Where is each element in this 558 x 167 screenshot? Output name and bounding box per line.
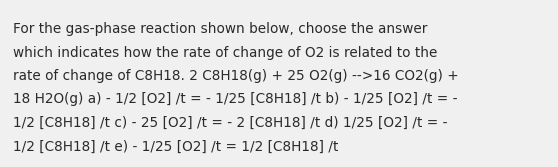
Text: rate of change of C8H18. 2 C8H18(g) + 25 O2(g) -->16 CO2(g) +: rate of change of C8H18. 2 C8H18(g) + 25… (13, 69, 459, 83)
Text: which indicates how the rate of change of O2 is related to the: which indicates how the rate of change o… (13, 45, 437, 59)
Text: 18 H2O(g) a) - 1/2 [O2] /t = - 1/25 [C8H18] /t b) - 1/25 [O2] /t = -: 18 H2O(g) a) - 1/2 [O2] /t = - 1/25 [C8H… (13, 93, 458, 107)
Text: 1/2 [C8H18] /t c) - 25 [O2] /t = - 2 [C8H18] /t d) 1/25 [O2] /t = -: 1/2 [C8H18] /t c) - 25 [O2] /t = - 2 [C8… (13, 116, 448, 130)
Text: 1/2 [C8H18] /t e) - 1/25 [O2] /t = 1/2 [C8H18] /t: 1/2 [C8H18] /t e) - 1/25 [O2] /t = 1/2 [… (13, 139, 338, 153)
Text: For the gas-phase reaction shown below, choose the answer: For the gas-phase reaction shown below, … (13, 22, 427, 36)
